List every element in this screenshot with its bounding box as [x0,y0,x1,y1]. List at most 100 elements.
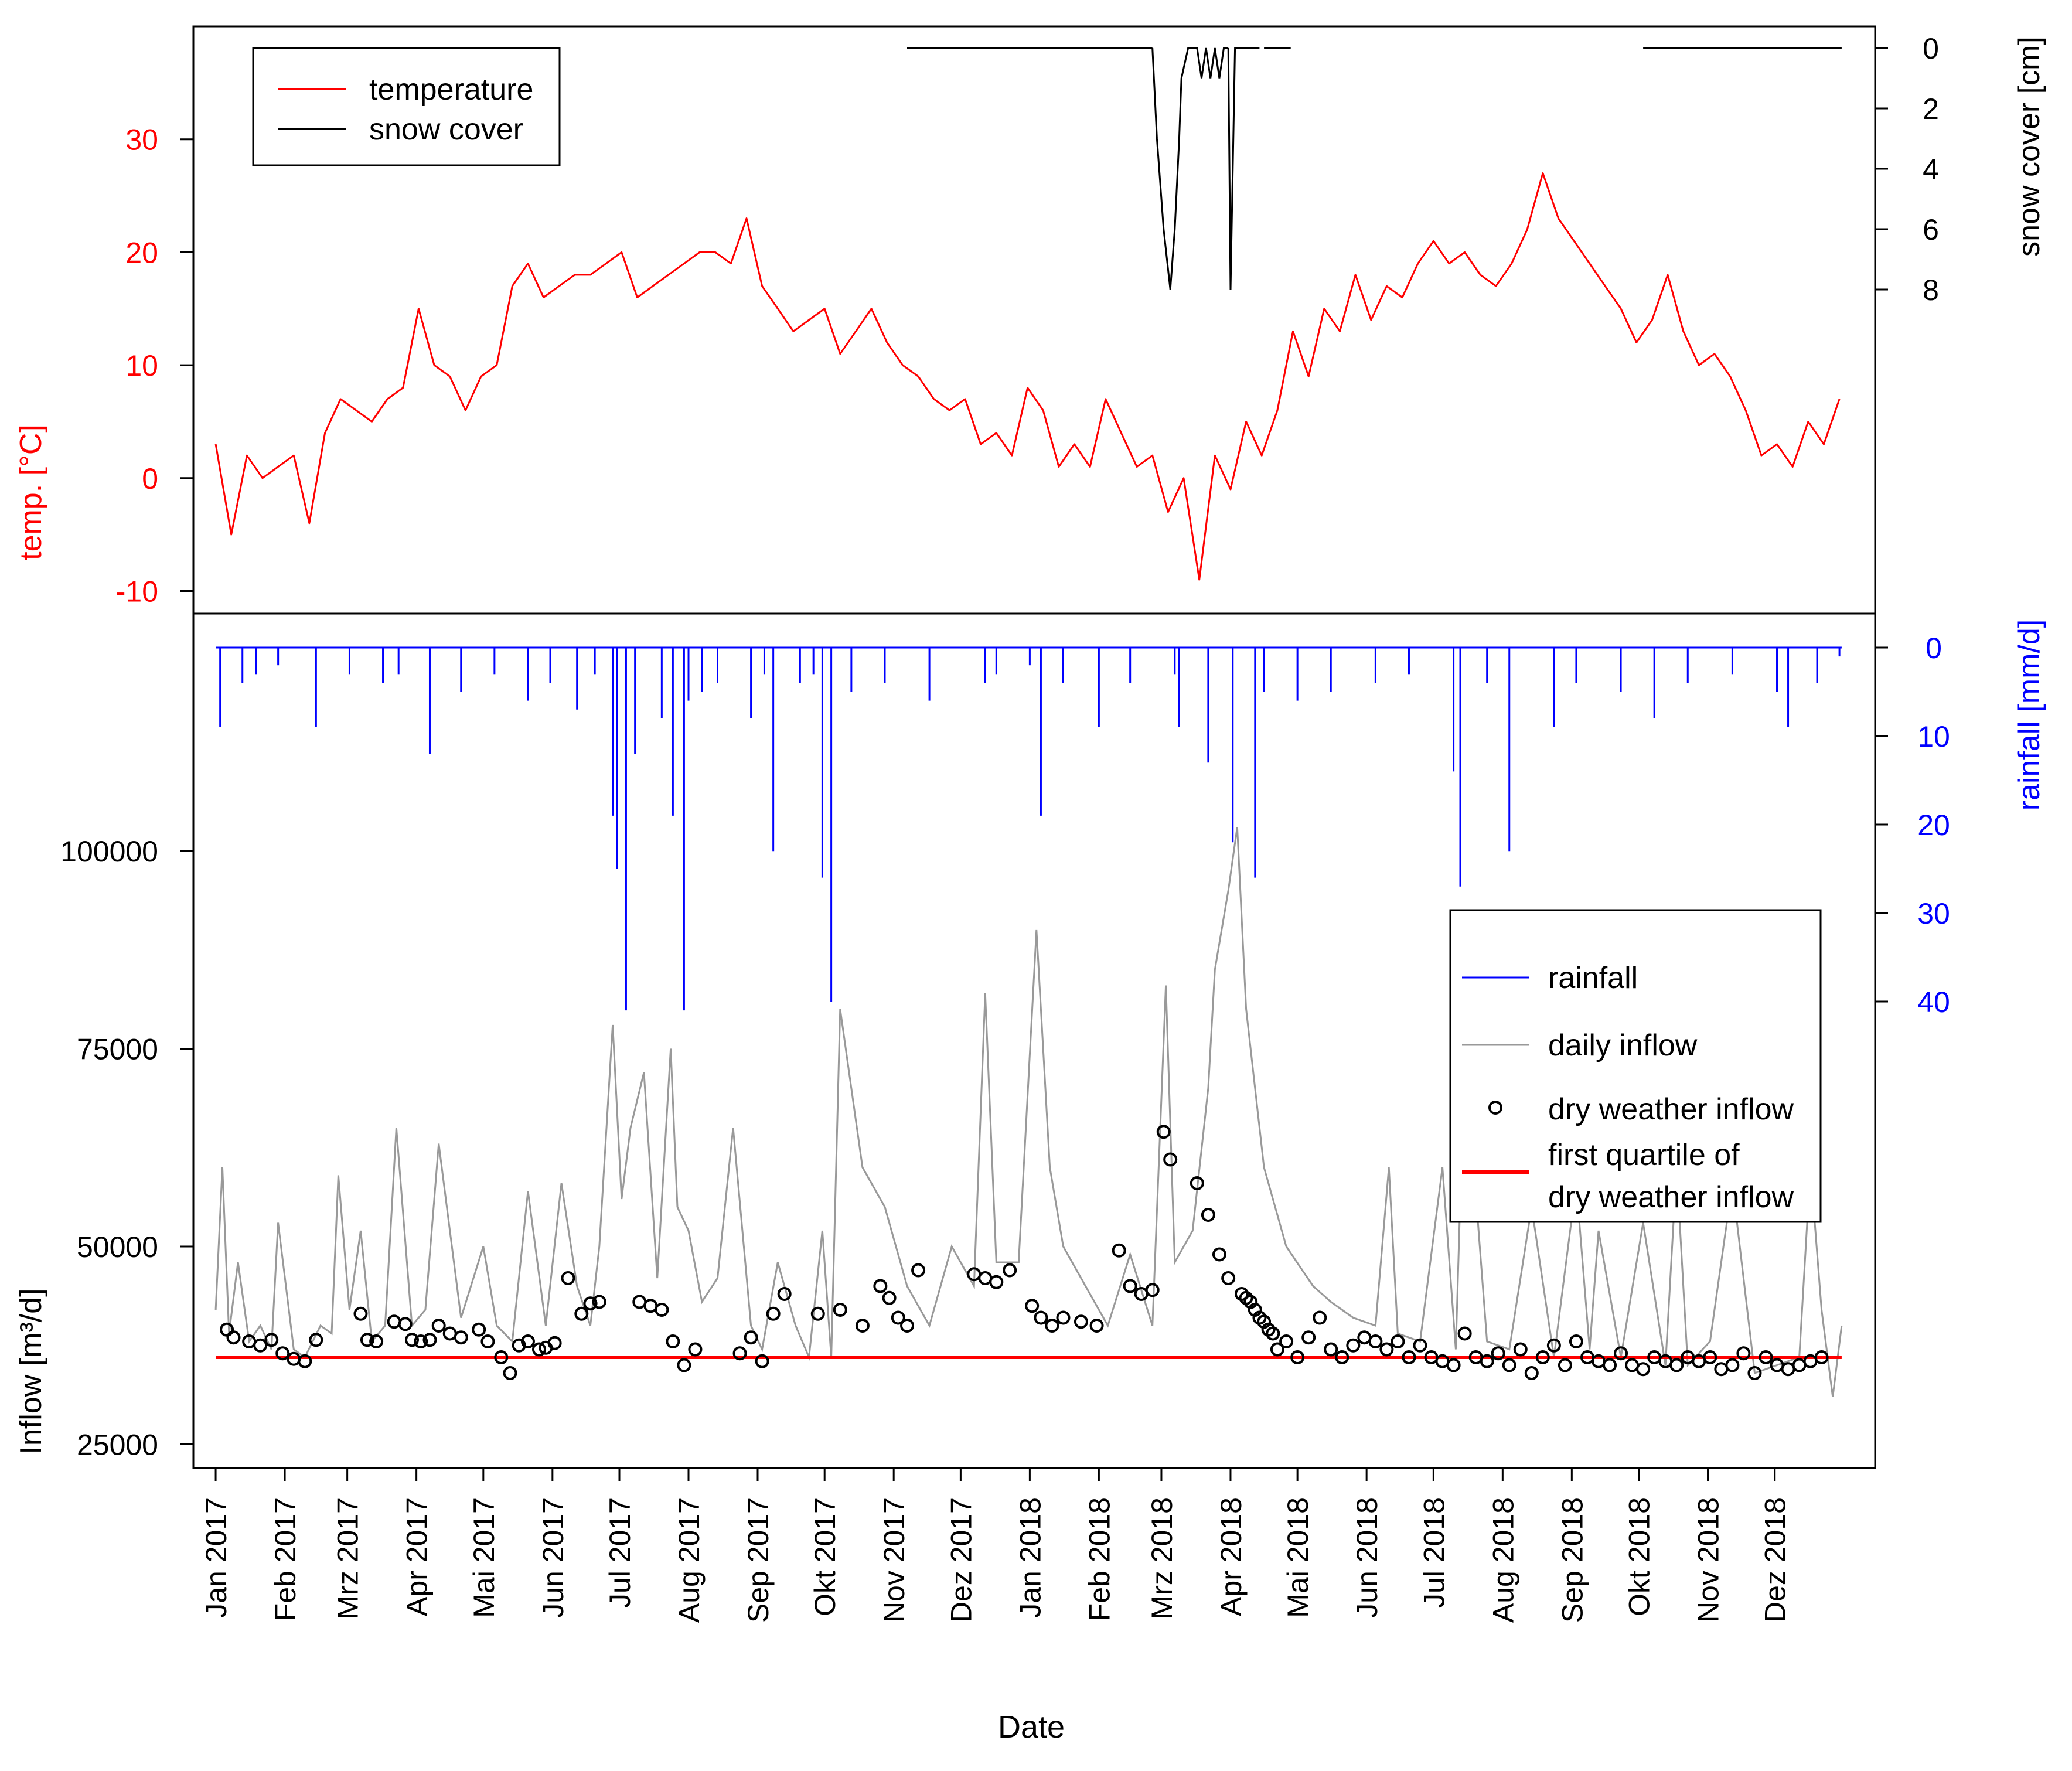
dry-weather-point [1123,1279,1137,1293]
series-layer [214,47,1843,1397]
inflow-tick-label: 100000 [60,835,158,868]
dry-weather-point [744,1330,758,1345]
dry-weather-point [592,1295,606,1309]
dry-weather-point [1814,1350,1829,1364]
snow-cover-line [1227,47,1242,290]
temperature-line [214,172,1841,581]
dry-weather-point [264,1333,279,1347]
x-tick-label: Jan 2017 [200,1497,233,1618]
dry-weather-point [1212,1247,1226,1262]
dry-weather-point [1513,1342,1528,1357]
x-tick-label: Mrz 2017 [332,1497,364,1619]
dry-weather-point [1266,1326,1280,1341]
snow-tick-label: 0 [1923,32,1939,65]
dry-weather-point [755,1354,769,1368]
dry-weather-point [1636,1362,1651,1377]
dry-weather-point [353,1306,368,1321]
x-tick-label: Aug 2018 [1487,1497,1519,1623]
snow-axis-label: snow cover [cm] [2012,36,2046,257]
temp-axis-label: temp. [°C] [14,424,48,560]
rainfall-tick-label: 20 [1917,809,1950,842]
dry-weather-point [561,1271,575,1285]
dry-weather-point [1524,1366,1539,1380]
dry-weather-point [1569,1334,1583,1348]
dry-weather-point [1346,1338,1361,1353]
x-tick-label: Sep 2017 [742,1497,775,1623]
dry-weather-point [855,1319,870,1333]
dry-weather-point [1402,1350,1416,1364]
dry-weather-point [454,1330,468,1345]
temp-tick-label: 0 [142,462,158,495]
dry-weather-point [900,1319,915,1333]
dry-weather-point [1270,1342,1284,1357]
dry-weather-point [1056,1310,1071,1325]
dry-weather-point [1221,1271,1236,1285]
snow-tick-label: 8 [1923,274,1939,306]
dry-weather-point [547,1336,562,1350]
dry-weather-point [298,1354,312,1368]
legend-temperature-label: temperature [369,73,533,107]
dry-weather-point [1156,1125,1171,1139]
legend-quartile-label-2: dry weather inflow [1548,1180,1794,1214]
dry-weather-point [1279,1334,1294,1348]
dry-weather-point [1614,1346,1628,1361]
dry-weather-point [1413,1338,1427,1353]
inflow-tick-label: 25000 [77,1429,158,1462]
bottom-legend-box [1449,909,1822,1223]
x-tick-label: Mrz 2018 [1146,1497,1178,1619]
inflow-tick-label: 50000 [77,1231,158,1263]
temp-tick-label: 10 [125,349,158,382]
legend-quartile-label-1: first quartile of [1548,1138,1740,1172]
dry-weather-point [1669,1358,1684,1372]
dry-weather-point [1546,1338,1561,1353]
x-axis-title: Date [998,1709,1065,1745]
dry-weather-point [873,1279,888,1293]
x-tick-label: Nov 2017 [878,1497,911,1623]
dry-weather-point [655,1303,669,1317]
dry-weather-point [911,1263,926,1278]
snow-tick-label: 2 [1923,93,1939,125]
x-tick-label: Dez 2017 [945,1497,977,1623]
legend-rainfall-label: rainfall [1548,961,1638,995]
dry-weather-point [1535,1350,1550,1364]
dry-weather-point [1335,1350,1349,1364]
dry-weather-point [1446,1358,1461,1372]
x-tick-label: Jul 2018 [1417,1497,1450,1608]
dry-weather-point [583,1296,598,1311]
rainfall-tick-label: 30 [1917,897,1950,930]
dry-weather-point [1074,1314,1088,1329]
dry-weather-point [1112,1243,1126,1258]
dry-weather-point [891,1310,905,1325]
dry-weather-point [414,1334,428,1348]
dry-weather-point [666,1334,680,1348]
dry-weather-point [1736,1346,1751,1361]
dry-weather-point [1290,1350,1305,1364]
temp-tick-label: -10 [116,575,158,608]
dry-weather-point [472,1322,486,1337]
legend-dry-label: dry weather inflow [1548,1092,1794,1126]
dry-weather-point [1391,1334,1405,1348]
rainfall-tick-label: 10 [1917,720,1950,753]
dry-weather-point [766,1306,781,1321]
dry-weather-point [1725,1358,1740,1372]
dry-weather-point [405,1333,420,1347]
x-tick-label: Okt 2018 [1623,1497,1656,1616]
snow-tick-label: 4 [1923,153,1939,186]
top-legend-box [252,47,561,166]
axis-ticks-layer: -10 0 10 20 30 0 2 4 6 8 25000 50000 75000 100000 0 10 2… [60,32,1950,1623]
dry-weather-point [677,1358,691,1372]
dry-weather-point [810,1306,825,1321]
dry-weather-point [480,1334,495,1348]
x-tick-label: Jan 2018 [1014,1497,1047,1618]
dry-weather-point [1163,1152,1178,1167]
snow-tick-label: 6 [1923,213,1939,246]
dry-weather-point [1190,1176,1204,1190]
x-tick-label: Okt 2017 [809,1497,841,1616]
legend-snow-label: snow cover [369,113,523,147]
dry-weather-point [1703,1350,1717,1364]
x-tick-label: Jun 2017 [537,1497,570,1618]
legend-dry-swatch [1488,1101,1502,1115]
x-tick-label: Mai 2017 [468,1497,500,1618]
